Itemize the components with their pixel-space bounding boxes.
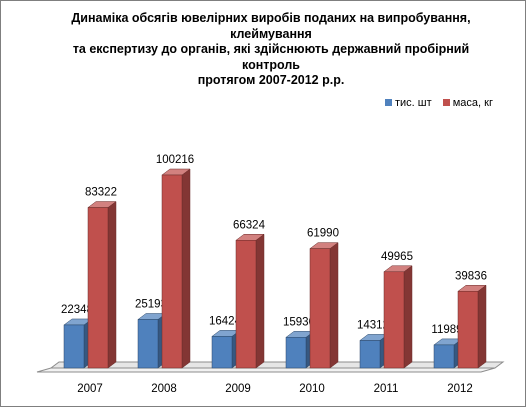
- bar-mass-2010-side: [329, 242, 339, 369]
- x-tick-label-2007: 2007: [77, 383, 103, 395]
- bar-mass-2009-side: [255, 233, 265, 369]
- x-tick-label-2010: 2010: [299, 383, 325, 395]
- bar-pieces-2008: [137, 319, 159, 369]
- data-label-pieces-2010: 15930: [283, 316, 315, 328]
- chart-title-line-1: Динаміка обсягів ювелірних виробів подан…: [71, 11, 471, 41]
- legend-label-series-2: маса, кг: [452, 97, 493, 109]
- data-label-pieces-2011: 14312: [357, 319, 389, 331]
- legend-swatch-series-2: [442, 99, 450, 106]
- bar-mass-2011-side: [403, 265, 413, 369]
- data-label-mass-2008: 100216: [156, 154, 194, 166]
- data-label-mass-2009: 66324: [233, 219, 266, 231]
- bar-mass-2010: [309, 248, 331, 369]
- bar-mass-2011: [383, 271, 405, 369]
- bar-mass-2012-side: [477, 284, 487, 369]
- bar-mass-2009: [235, 240, 257, 369]
- bar-pieces-2009: [211, 336, 233, 369]
- data-label-mass-2012: 39836: [455, 270, 487, 282]
- chart-title-line-2: та експертизу до органів, які здійснюють…: [72, 42, 470, 72]
- data-label-pieces-2009: 16424: [209, 315, 242, 327]
- bar-mass-2007: [87, 207, 109, 369]
- bar-pieces-2007: [63, 324, 85, 369]
- legend-item-series-2: маса, кг: [442, 97, 493, 109]
- legend-item-series-1: тис. шт: [385, 97, 432, 109]
- bar-mass-2008-side: [181, 168, 191, 369]
- bar-mass-2012: [457, 291, 479, 369]
- bar-pieces-2010: [285, 337, 307, 369]
- legend-swatch-series-1: [385, 99, 392, 106]
- chart-title-line-3: протягом 2007-2012 р.р.: [197, 73, 345, 87]
- chart-title: Динаміка обсягів ювелірних виробів подан…: [61, 11, 481, 89]
- legend: тис. шт маса, кг: [385, 97, 501, 109]
- x-tick-label-2012: 2012: [447, 383, 473, 395]
- data-label-mass-2010: 61990: [307, 228, 339, 240]
- data-label-mass-2011: 49965: [381, 251, 413, 263]
- x-tick-label-2011: 2011: [374, 383, 399, 395]
- bar-pieces-2012: [433, 344, 455, 369]
- x-tick-label-2009: 2009: [225, 383, 251, 395]
- bar-pieces-2011: [359, 340, 381, 369]
- data-label-mass-2007: 83322: [85, 187, 117, 199]
- x-tick-label-2008: 2008: [151, 383, 177, 395]
- chart-floor-edge: [36, 367, 496, 373]
- data-label-pieces-2008: 25193: [135, 298, 167, 310]
- data-label-pieces-2007: 22348: [61, 304, 93, 316]
- bar-mass-2007-side: [107, 201, 117, 369]
- legend-label-series-1: тис. шт: [395, 97, 432, 109]
- data-label-pieces-2012: 11989: [431, 324, 462, 336]
- bar-mass-2008: [161, 174, 183, 369]
